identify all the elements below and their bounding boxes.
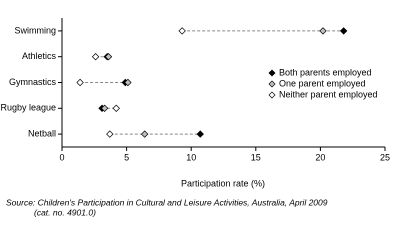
dot-marker — [339, 27, 348, 35]
legend-marker — [268, 91, 276, 99]
dot-marker — [104, 53, 113, 61]
x-tick-label: 20 — [315, 152, 325, 162]
y-tick-label: Rugby league — [0, 103, 56, 113]
dot-marker — [76, 78, 84, 87]
chart: Participation rate (%) Source: Children'… — [0, 18, 390, 217]
y-tick-label: Netball — [28, 128, 56, 138]
dot-marker — [196, 130, 204, 138]
source-note: (cat. no. 4901.0) — [34, 207, 96, 217]
y-tick-label: Athletics — [22, 51, 57, 61]
dot-marker — [319, 27, 327, 35]
dot-marker — [124, 78, 132, 87]
dot-marker — [112, 104, 120, 112]
x-tick-label: 15 — [251, 152, 261, 162]
x-axis-label: Participation rate (%) — [181, 178, 265, 188]
x-tick-label: 10 — [186, 152, 196, 162]
legend-label: Neither parent employed — [279, 89, 378, 99]
dot-marker — [100, 104, 109, 112]
legend-marker — [268, 80, 276, 88]
x-tick-label: 25 — [380, 152, 390, 162]
dot-marker — [91, 53, 100, 61]
dot-marker — [106, 130, 114, 138]
legend-label: Both parents employed — [279, 67, 372, 77]
dot-marker — [140, 130, 149, 138]
y-tick-label: Swimming — [14, 25, 56, 35]
dot-marker — [178, 27, 186, 35]
x-tick-label: 5 — [124, 152, 129, 162]
legend-label: One parent employed — [279, 78, 366, 88]
y-tick-label: Gymnastics — [9, 77, 57, 87]
x-tick-label: 0 — [59, 152, 64, 162]
source-note: Source: Children's Participation in Cult… — [6, 197, 328, 207]
legend-marker — [268, 69, 276, 77]
